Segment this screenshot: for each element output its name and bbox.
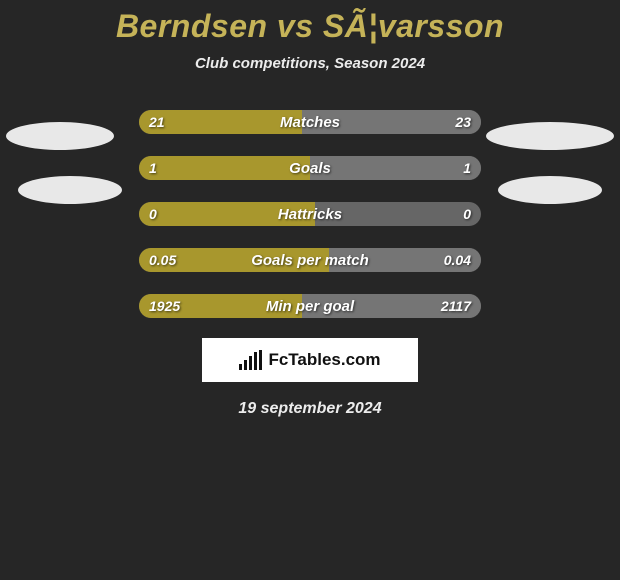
stat-row: 19252117Min per goal bbox=[0, 294, 620, 318]
stat-row: 0.050.04Goals per match bbox=[0, 248, 620, 272]
stat-bar: 0.050.04Goals per match bbox=[139, 248, 481, 272]
stat-bar-left bbox=[139, 202, 315, 226]
stat-bar-right bbox=[302, 110, 481, 134]
date-label: 19 september 2024 bbox=[238, 400, 381, 418]
decorative-ellipse bbox=[6, 122, 114, 150]
decorative-ellipse bbox=[18, 176, 122, 204]
page-title: Berndsen vs SÃ¦varsson bbox=[116, 8, 504, 45]
stat-bar-left bbox=[139, 248, 329, 272]
stat-bar-left bbox=[139, 110, 302, 134]
stat-bar: 19252117Min per goal bbox=[139, 294, 481, 318]
stat-bar-left bbox=[139, 294, 302, 318]
stat-bar-left bbox=[139, 156, 310, 180]
stat-bar: 00Hattricks bbox=[139, 202, 481, 226]
decorative-ellipse bbox=[486, 122, 614, 150]
logo-chart-icon bbox=[239, 350, 262, 370]
stat-bar-right bbox=[310, 156, 481, 180]
stat-bar: 2123Matches bbox=[139, 110, 481, 134]
subtitle: Club competitions, Season 2024 bbox=[195, 55, 425, 72]
comparison-card: Berndsen vs SÃ¦varsson Club competitions… bbox=[0, 0, 620, 418]
stat-bar-right bbox=[329, 248, 481, 272]
logo-box[interactable]: FcTables.com bbox=[202, 338, 418, 382]
logo-text: FcTables.com bbox=[268, 350, 380, 370]
stat-bar: 11Goals bbox=[139, 156, 481, 180]
stat-row: 00Hattricks bbox=[0, 202, 620, 226]
stat-bar-right bbox=[302, 294, 481, 318]
decorative-ellipse bbox=[498, 176, 602, 204]
stat-value-right: 0 bbox=[463, 202, 471, 226]
